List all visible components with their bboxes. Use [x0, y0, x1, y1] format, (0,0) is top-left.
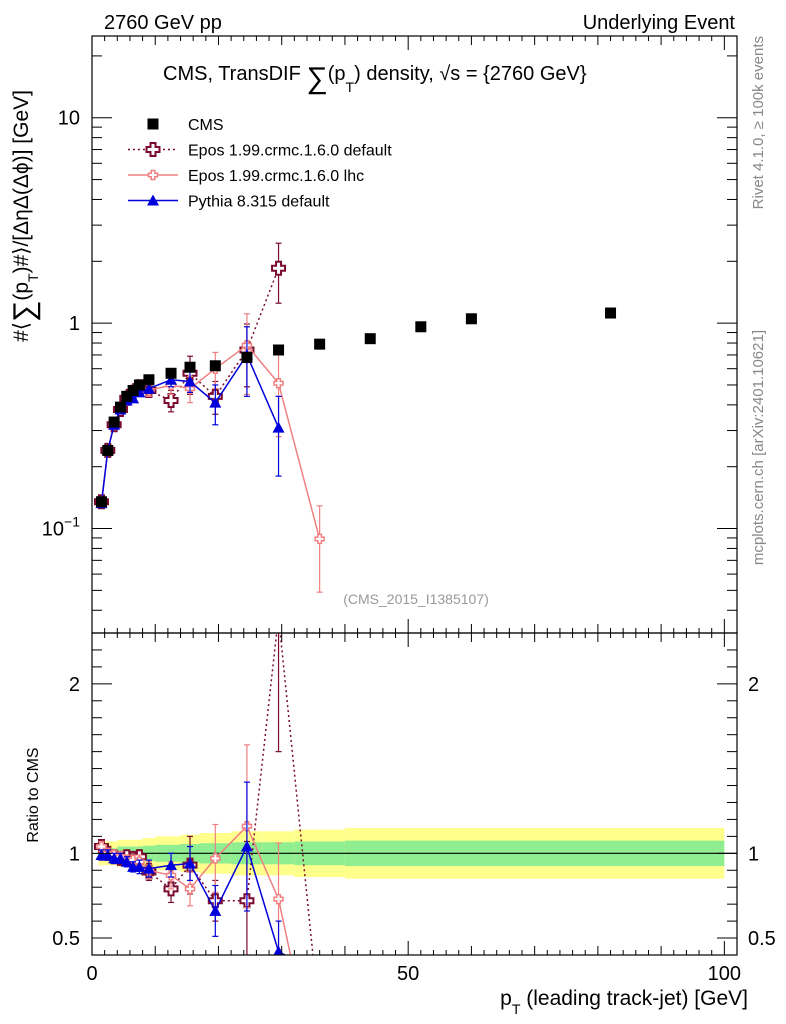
legend-epos_default-label: Epos 1.99.crmc.1.6.0 default	[188, 143, 392, 160]
ratio-pythia-point	[209, 904, 222, 916]
ratio-epos_lhc-point	[273, 893, 284, 905]
plot-title: CMS, TransDIF ∑(pT) density, √s = {2760 …	[163, 62, 587, 95]
ratio-pythia-point	[165, 859, 178, 871]
main-epos_default-point	[271, 260, 287, 276]
main-y-axis-label: #⟨∑(pT)#⟩/[ΔηΔ(Δϕ)] [GeV]	[8, 90, 41, 342]
main-cms-point	[127, 384, 139, 396]
ratio-pythia-point	[184, 857, 197, 869]
main-cms-point	[273, 344, 285, 356]
legend-pythia-marker	[147, 194, 159, 206]
ratio-panel-frame	[91, 632, 738, 956]
main-cms-point	[108, 416, 120, 428]
main-pythia-point	[209, 396, 222, 408]
legend-cms-marker	[147, 118, 159, 130]
analysis-watermark: (CMS_2015_I1385107)	[343, 591, 489, 607]
ratio-y-tick-label-right: 0.5	[748, 928, 776, 950]
ratio-y-axis-label: Ratio to CMS	[25, 747, 42, 842]
ratio-pythia-point	[142, 862, 155, 874]
legend-epos_lhc-marker	[147, 169, 159, 181]
legend-epos_lhc-label: Epos 1.99.crmc.1.6.0 lhc	[188, 168, 364, 185]
ratio-epos_default-line	[100, 633, 314, 955]
ratio-pythia-point	[101, 849, 114, 861]
x-axis-label: pT (leading track-jet) [GeV]	[500, 987, 748, 1017]
main-cms-point	[364, 333, 376, 345]
ratio-y-tick-label-right: 1	[748, 843, 759, 865]
rivet-version-label: Rivet 4.1.0, ≥ 100k events	[750, 36, 767, 209]
main-cms-point	[114, 401, 126, 413]
energy-label: 2760 GeV pp	[104, 12, 222, 34]
main-cms-point	[314, 338, 326, 350]
main-epos_lhc-point	[273, 377, 284, 389]
main-pythia-point	[165, 373, 178, 385]
main-cms-point	[95, 496, 107, 508]
main-cms-point	[165, 367, 177, 379]
main-cms-point	[465, 313, 477, 325]
ratio-epos_lhc-point	[184, 883, 196, 895]
legend-epos_default-marker	[145, 142, 161, 157]
main-cms-point	[605, 307, 617, 319]
main-y-tick-label: 10−1	[42, 514, 80, 541]
ratio-y-tick-label: 1	[69, 843, 80, 865]
main-cms-point	[184, 361, 196, 373]
process-label: Underlying Event	[583, 12, 736, 34]
ratio-pythia-point	[133, 860, 146, 872]
ratio-y-tick-label: 2	[69, 674, 80, 696]
main-y-tick-label: 1	[69, 313, 80, 335]
ratio-pythia-point	[273, 945, 284, 955]
main-pythia-point	[272, 421, 285, 433]
main-cms-point	[415, 321, 427, 333]
main-pythia-point	[184, 375, 197, 387]
main-epos_lhc-point	[314, 533, 325, 545]
main-epos_lhc-line	[100, 344, 321, 540]
ratio-pythia-point	[240, 840, 253, 852]
main-cms-point	[241, 352, 253, 364]
ratio-pythia-point	[114, 852, 127, 864]
legend-cms-label: CMS	[188, 117, 224, 134]
main-cms-point	[143, 374, 155, 386]
main-y-tick-label: 10	[58, 108, 80, 130]
x-tick-label: 100	[708, 963, 741, 985]
mcplots-label: mcplots.cern.ch [arXiv:2401.10621]	[750, 330, 767, 565]
ratio-epos_lhc-point	[210, 853, 221, 864]
main-epos_default-point	[163, 393, 179, 409]
main-cms-point	[133, 379, 145, 391]
main-pythia-point	[142, 382, 155, 394]
x-tick-label: 50	[397, 963, 419, 985]
ratio-epos_default-point	[272, 610, 285, 623]
ratio-y-tick-label-right: 2	[748, 674, 759, 696]
main-cms-point	[209, 360, 221, 372]
ratio-pythia-point	[120, 855, 133, 867]
main-cms-point	[121, 390, 133, 402]
ratio-y-tick-label: 0.5	[52, 928, 80, 950]
main-cms-point	[102, 444, 114, 456]
x-tick-label: 0	[86, 963, 97, 985]
legend-pythia-label: Pythia 8.315 default	[188, 194, 330, 211]
